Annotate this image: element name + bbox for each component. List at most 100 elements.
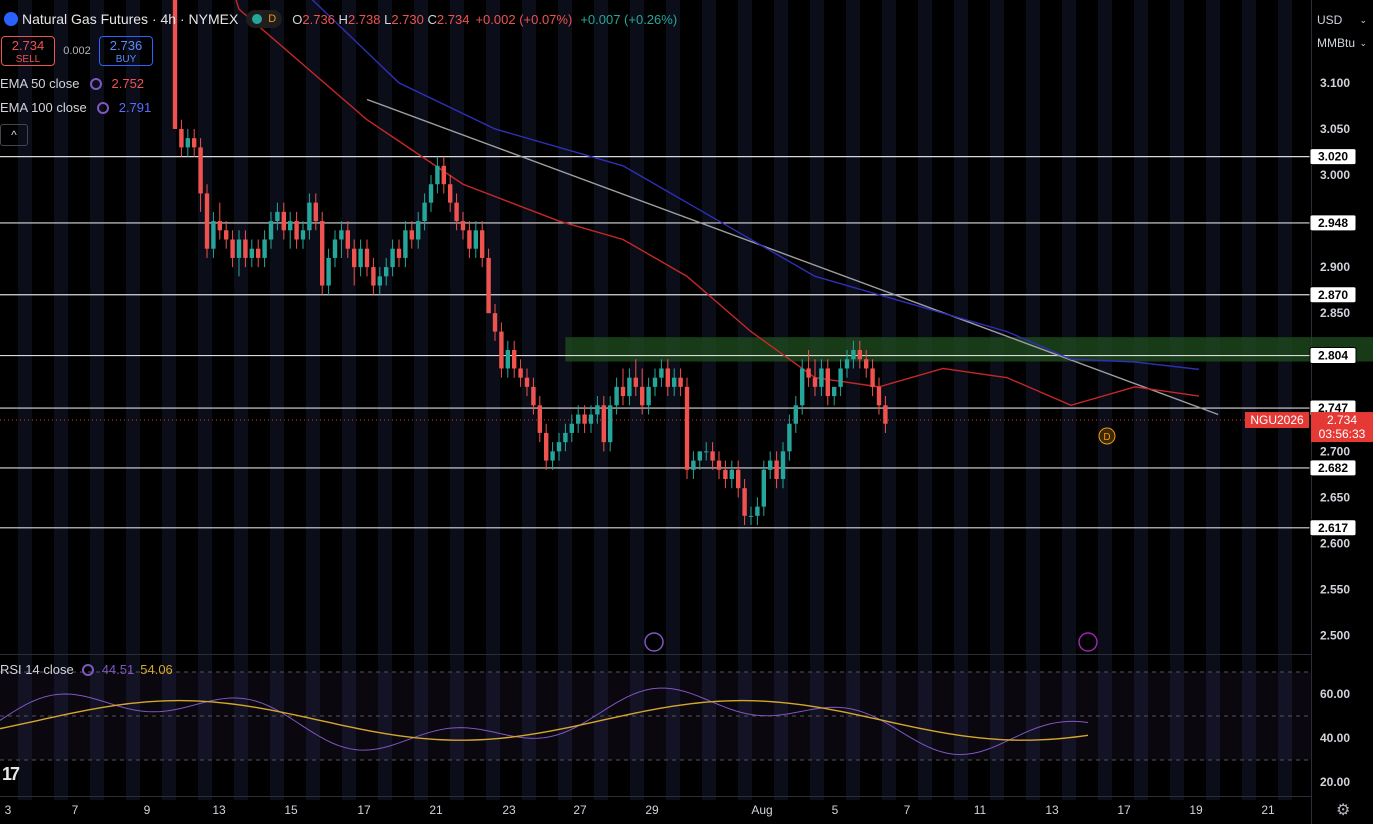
session-stripe [126,0,140,800]
session-stripe [54,0,68,800]
candle [531,386,536,406]
ema50-legend[interactable]: EMA 50 close 2.752 [0,76,144,91]
rsi-line [0,687,1089,756]
price-axis-tick: 2.550 [1320,583,1350,597]
candle [467,230,472,249]
tradingview-logo[interactable]: 17 [2,764,20,784]
time-axis-tick: 5 [832,803,839,817]
session-stripe [234,0,248,800]
candle [326,257,331,286]
unit-select[interactable]: MMBtu ⌄ [1317,36,1367,50]
candle [716,460,722,470]
candle [755,506,760,516]
buy-button[interactable]: 2.736 BUY [99,36,153,66]
session-stripe [558,0,572,800]
sell-label: SELL [15,54,41,65]
time-axis-tick: 23 [502,803,516,817]
session-stripe [1134,0,1148,800]
ohlc-high: 2.738 [347,11,381,27]
currency-select[interactable]: USD ⌄ [1317,13,1367,27]
session-stripe [450,0,464,800]
candle [409,230,414,240]
rsi-value: 44.51 [101,662,135,677]
candle [352,248,357,268]
rsi-ma-line [0,699,1089,741]
candle [576,414,581,424]
rsi-legend[interactable]: RSI 14 close 44.51 54.06 [0,662,173,677]
candle [742,488,747,516]
time-axis-tick: 17 [1117,803,1131,817]
market-status-badge[interactable]: D [246,10,283,28]
time-axis-tick: 21 [1261,803,1275,817]
session-stripe [1206,0,1220,800]
chevron-down-icon: ⌄ [1359,37,1367,48]
candle [364,248,370,268]
candle [819,368,824,387]
candle [844,359,850,369]
indicator-source-icon[interactable] [96,101,109,114]
level-price-label: 2.747 [1318,401,1348,415]
time-axis-tick: 13 [212,803,226,817]
candle [505,350,510,369]
candle [358,248,363,268]
candle [422,202,427,222]
price-axis-tick: 2.650 [1320,490,1350,504]
candle [665,368,670,387]
candle [640,386,645,406]
session-stripe [846,0,860,800]
candle [608,405,613,443]
settings-icon[interactable]: ⚙ [1336,802,1351,819]
session-stripe [18,0,32,800]
candle [812,377,818,387]
candle [460,221,466,231]
candle [569,423,574,433]
candle [204,193,210,249]
last-price-tag [1311,412,1373,443]
symbol-tag-label: NGU2026 [1250,413,1304,427]
indicator-source-icon[interactable] [89,77,102,90]
candle [185,138,190,148]
candle [857,350,862,360]
price-axis-tick: 2.500 [1320,629,1350,643]
candle [793,405,798,424]
level-price-label: 2.948 [1318,216,1348,230]
candle [550,451,555,461]
resistance-zone [565,337,1373,362]
dividend-marker-label: D [1103,432,1110,443]
price-axis-tick: 2.600 [1320,536,1350,550]
candle [217,221,222,231]
collapse-legend-button[interactable]: ^ [0,124,28,146]
symbol-title[interactable]: Natural Gas Futures · 4h · NYMEX [22,11,239,27]
candle [179,128,184,148]
candle [441,165,446,185]
candle [736,469,741,489]
candle [652,377,658,387]
candle [377,276,382,286]
candle [416,221,421,240]
sell-button[interactable]: 2.734 SELL [1,36,55,66]
candle [864,359,869,369]
ema100-label: EMA 100 close [0,100,87,115]
session-stripe [882,0,896,800]
time-axis-tick: 11 [974,803,987,817]
session-stripe [774,0,788,800]
candle [486,257,491,314]
ema50-line [235,0,1200,407]
rsi-axis-tick: 20.00 [1320,775,1350,789]
candle [454,202,459,222]
candle [672,377,677,387]
candle [262,239,267,258]
candle [537,405,542,433]
indicator-source-icon[interactable] [81,663,94,676]
candle [627,377,632,397]
candle [704,451,709,453]
candle [256,248,261,258]
candle [774,460,779,479]
candle [281,211,286,231]
ema100-legend[interactable]: EMA 100 close 2.791 [0,100,151,115]
candle [595,405,600,415]
session-stripe [1242,0,1256,800]
level-price-tag [1309,459,1357,477]
candle [499,331,504,369]
